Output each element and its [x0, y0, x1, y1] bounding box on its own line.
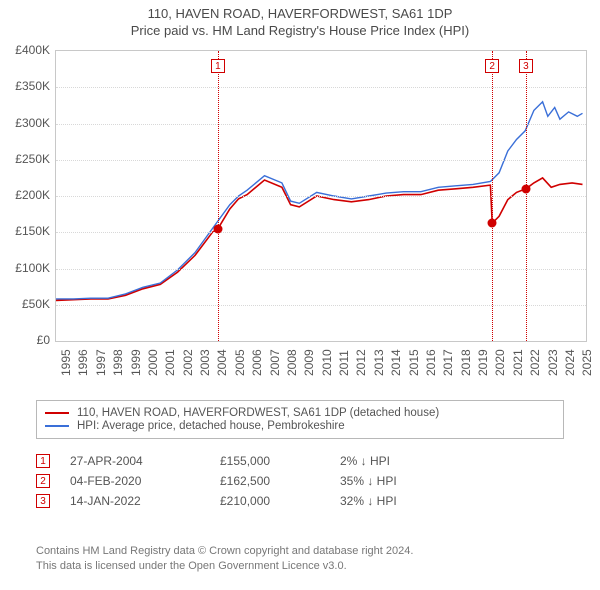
x-tick-label: 2024 — [563, 349, 577, 376]
title-line-2: Price paid vs. HM Land Registry's House … — [0, 23, 600, 38]
legend: 110, HAVEN ROAD, HAVERFORDWEST, SA61 1DP… — [36, 400, 564, 439]
marker-dot-3 — [521, 184, 530, 193]
x-tick-label: 1999 — [129, 349, 143, 376]
chart: £0 £50K £100K £150K £200K £250K £300K £350K £400… — [0, 40, 600, 400]
y-tick-label: £0 — [6, 333, 50, 347]
x-tick-label: 2008 — [285, 349, 299, 376]
x-tick-label: 2021 — [511, 349, 525, 376]
marker-line-3 — [526, 51, 527, 341]
event-row: 1 27-APR-2004£155,0002% ↓ HPI — [36, 454, 564, 468]
marker-dot-2 — [488, 219, 497, 228]
event-price: £162,500 — [220, 474, 340, 488]
figure: { "title": { "line1": "110, HAVEN ROAD, … — [0, 0, 600, 590]
event-date: 14-JAN-2022 — [70, 494, 220, 508]
series-price_paid — [526, 178, 583, 189]
y-tick-label: £50K — [6, 297, 50, 311]
event-row: 2 04-FEB-2020£162,50035% ↓ HPI — [36, 474, 564, 488]
legend-swatch — [45, 412, 69, 414]
y-tick-label: £100K — [6, 261, 50, 275]
series-price_paid — [492, 189, 526, 223]
footer: Contains HM Land Registry data © Crown c… — [36, 544, 564, 574]
marker-line-1 — [218, 51, 219, 341]
legend-swatch — [45, 425, 69, 427]
y-tick-label: £400K — [6, 43, 50, 57]
title-line-1: 110, HAVEN ROAD, HAVERFORDWEST, SA61 1DP — [0, 6, 600, 21]
x-tick-label: 2004 — [215, 349, 229, 376]
legend-label: 110, HAVEN ROAD, HAVERFORDWEST, SA61 1DP… — [77, 407, 439, 419]
x-tick-label: 2001 — [163, 349, 177, 376]
x-tick-label: 2017 — [441, 349, 455, 376]
x-tick-label: 2005 — [233, 349, 247, 376]
title-block: 110, HAVEN ROAD, HAVERFORDWEST, SA61 1DP… — [0, 0, 600, 38]
x-tick-label: 1998 — [111, 349, 125, 376]
x-tick-label: 2014 — [389, 349, 403, 376]
series-price_paid — [218, 180, 492, 229]
x-tick-label: 2019 — [476, 349, 490, 376]
plot-area: 1 2 3 — [55, 50, 587, 342]
x-tick-label: 2010 — [320, 349, 334, 376]
marker-dot-1 — [213, 224, 222, 233]
marker-box-1: 1 — [211, 59, 225, 73]
marker-box-2: 2 — [485, 59, 499, 73]
x-tick-label: 2003 — [198, 349, 212, 376]
footer-line-1: Contains HM Land Registry data © Crown c… — [36, 544, 564, 559]
y-tick-label: £350K — [6, 79, 50, 93]
y-tick-label: £300K — [6, 116, 50, 130]
x-tick-label: 2020 — [493, 349, 507, 376]
event-hpi: 32% ↓ HPI — [340, 494, 460, 508]
x-tick-label: 1996 — [76, 349, 90, 376]
marker-box-3: 3 — [519, 59, 533, 73]
event-box: 3 — [36, 494, 50, 508]
footer-line-2: This data is licensed under the Open Gov… — [36, 559, 564, 574]
y-tick-label: £250K — [6, 152, 50, 166]
y-tick-label: £150K — [6, 224, 50, 238]
x-tick-label: 1995 — [59, 349, 73, 376]
x-tick-label: 2002 — [181, 349, 195, 376]
events-table: 1 27-APR-2004£155,0002% ↓ HPI 2 04-FEB-2020… — [36, 448, 564, 514]
x-tick-label: 2018 — [459, 349, 473, 376]
x-tick-label: 2013 — [372, 349, 386, 376]
x-tick-label: 1997 — [94, 349, 108, 376]
event-date: 27-APR-2004 — [70, 454, 220, 468]
x-tick-label: 2025 — [580, 349, 594, 376]
x-tick-label: 2012 — [354, 349, 368, 376]
x-tick-label: 2011 — [337, 350, 351, 376]
event-price: £210,000 — [220, 494, 340, 508]
x-tick-label: 2009 — [302, 349, 316, 376]
event-hpi: 2% ↓ HPI — [340, 454, 460, 468]
legend-label: HPI: Average price, detached house, Pemb… — [77, 420, 345, 432]
x-tick-label: 2016 — [424, 349, 438, 376]
x-tick-label: 2007 — [268, 349, 282, 376]
y-tick-label: £200K — [6, 188, 50, 202]
marker-line-2 — [492, 51, 493, 341]
event-row: 3 14-JAN-2022£210,00032% ↓ HPI — [36, 494, 564, 508]
event-box: 2 — [36, 474, 50, 488]
x-tick-label: 2015 — [407, 349, 421, 376]
legend-item: 110, HAVEN ROAD, HAVERFORDWEST, SA61 1DP… — [45, 407, 555, 419]
event-box: 1 — [36, 454, 50, 468]
x-tick-label: 2000 — [146, 349, 160, 376]
x-tick-label: 2023 — [546, 349, 560, 376]
legend-item: HPI: Average price, detached house, Pemb… — [45, 420, 555, 432]
x-tick-label: 2022 — [528, 349, 542, 376]
event-hpi: 35% ↓ HPI — [340, 474, 460, 488]
event-date: 04-FEB-2020 — [70, 474, 220, 488]
event-price: £155,000 — [220, 454, 340, 468]
x-tick-label: 2006 — [250, 349, 264, 376]
